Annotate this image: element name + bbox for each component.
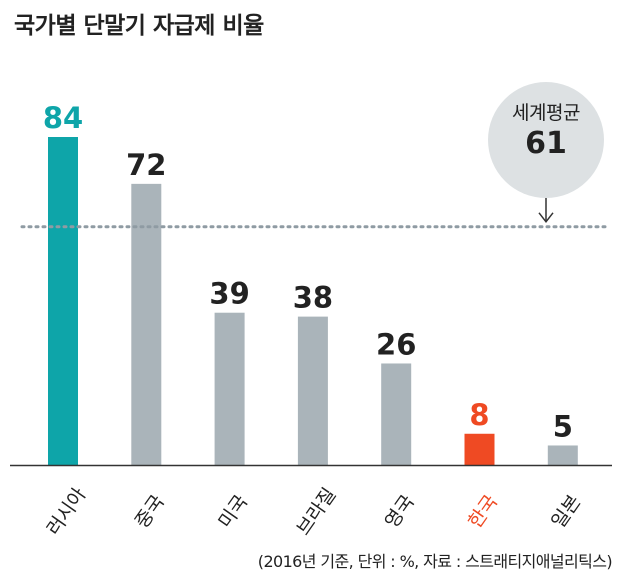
bars-group	[48, 137, 578, 465]
source-note: (2016년 기준, 단위 : %, 자료 : 스트래티지애널리틱스)	[257, 552, 613, 571]
value-label-3: 38	[293, 281, 333, 315]
category-label-5: 한국	[464, 491, 502, 532]
world-average-value: 61	[525, 126, 567, 161]
category-label-2: 미국	[214, 491, 252, 532]
bar-2	[214, 312, 245, 465]
chart-title: 국가별 단말기 자급제 비율	[14, 13, 264, 39]
category-label-4: 영국	[381, 491, 419, 532]
world-average-label: 세계평균	[512, 102, 580, 124]
reference-arrow-icon	[538, 212, 554, 224]
world-average-callout: 세계평균 61	[488, 82, 604, 198]
value-label-6: 5	[553, 409, 573, 443]
value-label-5: 8	[469, 398, 489, 432]
category-label-6: 일본	[547, 491, 585, 532]
value-label-4: 26	[376, 327, 416, 361]
bar-4	[381, 363, 412, 465]
bar-6	[547, 445, 578, 465]
bar-5	[464, 433, 495, 465]
value-labels-group: 84 72 39 38 26 8 5	[43, 101, 573, 443]
category-label-0: 러시아	[43, 484, 91, 540]
value-label-2: 39	[209, 277, 249, 311]
bar-3	[297, 316, 328, 465]
category-label-1: 중국	[131, 491, 169, 532]
value-label-0: 84	[43, 101, 83, 135]
category-label-3: 브라질	[292, 484, 340, 540]
value-label-1: 72	[126, 148, 166, 182]
bar-1	[131, 183, 162, 465]
category-labels-group: 러시아 중국 미국 브라질 영국 한국 일본	[43, 484, 586, 540]
bar-0	[48, 137, 78, 465]
